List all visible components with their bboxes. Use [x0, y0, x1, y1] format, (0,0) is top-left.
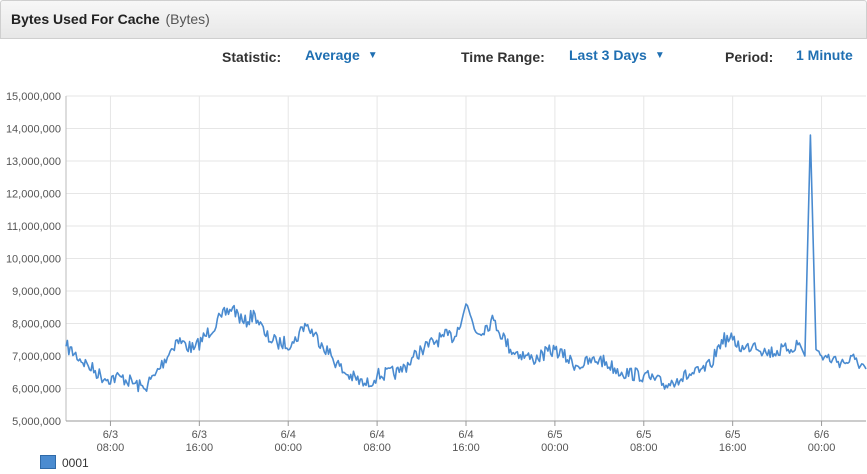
x-tick-time: 08:00	[363, 442, 391, 454]
x-tick-time: 16:00	[452, 442, 480, 454]
line-chart: 5,000,000 6,000,000 7,000,000 8,000,000 9,00…	[6, 91, 867, 454]
x-tick-time: 00:00	[808, 442, 836, 454]
time-range-dropdown[interactable]: Last 3 Days ▼	[569, 47, 665, 63]
x-tick-time: 08:00	[630, 442, 658, 454]
x-tick-time: 00:00	[541, 442, 569, 454]
chart-title-unit: (Bytes)	[165, 11, 210, 27]
statistic-dropdown[interactable]: Average ▼	[305, 47, 378, 63]
y-tick-label: 5,000,000	[12, 416, 61, 428]
x-tick-time: 00:00	[274, 442, 302, 454]
x-tick-date: 6/3	[192, 429, 207, 441]
x-tick-date: 6/6	[814, 429, 829, 441]
x-tick-time: 16:00	[186, 442, 214, 454]
period-dropdown[interactable]: 1 Minute	[796, 47, 853, 63]
period-value: 1 Minute	[796, 47, 853, 63]
series-line-0001	[65, 134, 867, 393]
statistic-value: Average	[305, 47, 360, 63]
time-range-label: Time Range:	[461, 49, 545, 65]
x-tick-date: 6/4	[369, 429, 384, 441]
x-tick-date: 6/4	[281, 429, 296, 441]
chart-header: Bytes Used For Cache (Bytes)	[0, 0, 867, 39]
legend-label: 0001	[62, 456, 89, 470]
y-tick-label: 12,000,000	[6, 189, 61, 201]
y-tick-label: 11,000,000	[7, 221, 61, 233]
y-tick-label: 7,000,000	[12, 351, 61, 363]
x-tick-time: 08:00	[97, 442, 125, 454]
chevron-down-icon: ▼	[367, 50, 378, 61]
chart-legend: 0001	[40, 455, 89, 470]
y-tick-label: 14,000,000	[6, 124, 61, 136]
statistic-label: Statistic:	[222, 49, 282, 65]
y-tick-label: 13,000,000	[6, 156, 61, 168]
x-tick-date: 6/4	[458, 429, 473, 441]
y-tick-label: 6,000,000	[12, 384, 61, 396]
chart-title: Bytes Used For Cache (Bytes)	[11, 11, 210, 27]
y-tick-label: 8,000,000	[12, 319, 61, 331]
x-tick-date: 6/5	[725, 429, 740, 441]
y-tick-label: 10,000,000	[6, 254, 61, 266]
chevron-down-icon: ▼	[654, 50, 665, 61]
x-tick-date: 6/3	[103, 429, 118, 441]
chart-title-text: Bytes Used For Cache	[11, 11, 160, 27]
x-tick-time: 16:00	[719, 442, 747, 454]
chart-controls: Statistic: Average ▼ Time Range: Last 3 D…	[0, 47, 867, 69]
legend-swatch	[40, 455, 56, 469]
y-tick-label: 15,000,000	[6, 91, 61, 103]
x-tick-date: 6/5	[636, 429, 651, 441]
time-range-value: Last 3 Days	[569, 47, 647, 63]
y-tick-label: 9,000,000	[12, 286, 61, 298]
x-tick-date: 6/5	[547, 429, 562, 441]
period-label: Period:	[725, 49, 774, 65]
